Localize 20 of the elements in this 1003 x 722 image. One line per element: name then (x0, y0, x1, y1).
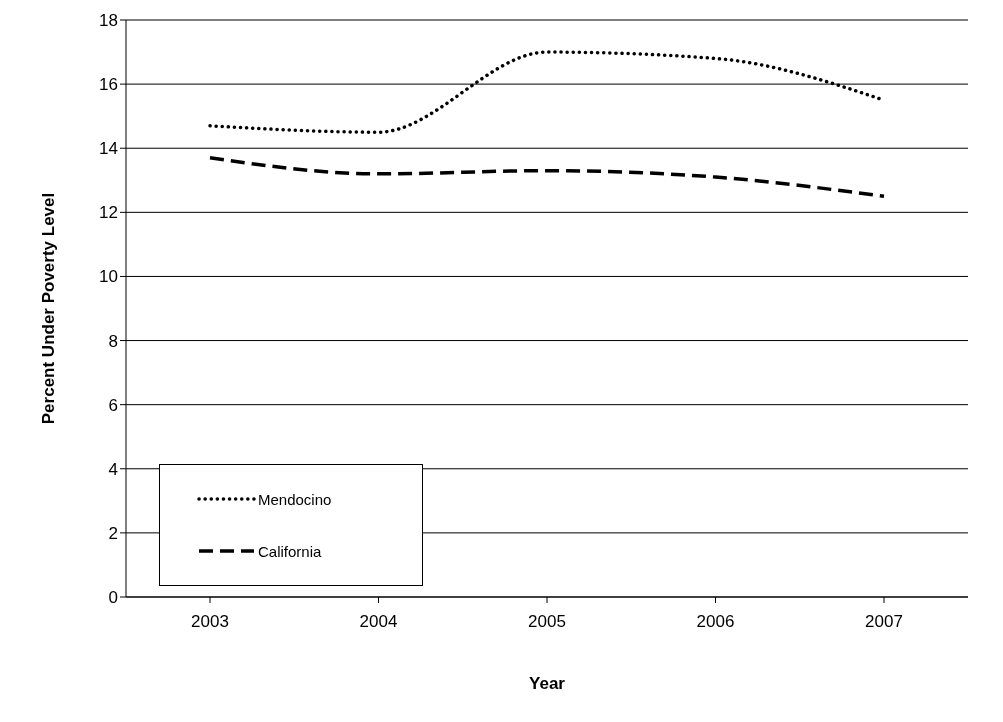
y-tick-label: 6 (108, 395, 118, 415)
y-axis-title: Percent Under Poverty Level (39, 192, 59, 425)
legend-label: California (258, 542, 322, 560)
y-tick-label: 4 (108, 459, 118, 479)
line-series (208, 156, 886, 199)
legend-label: Mendocino (258, 490, 332, 508)
x-tick-label: 2003 (191, 612, 229, 632)
y-tick-label: 2 (108, 523, 118, 543)
y-tick-label: 8 (108, 331, 118, 351)
x-tick-label: 2007 (865, 612, 903, 632)
y-tick-label: 0 (108, 588, 118, 608)
x-tick-label: 2006 (696, 612, 735, 632)
y-tick-label: 16 (99, 75, 118, 95)
y-tick-label: 18 (99, 11, 118, 31)
y-tick-label: 10 (99, 267, 118, 287)
x-tick-label: 2004 (359, 612, 398, 632)
x-axis-title: Year (529, 674, 566, 693)
y-tick-label: 14 (99, 139, 118, 159)
x-tick-label: 2005 (528, 612, 566, 632)
y-tick-label: 12 (99, 203, 118, 223)
